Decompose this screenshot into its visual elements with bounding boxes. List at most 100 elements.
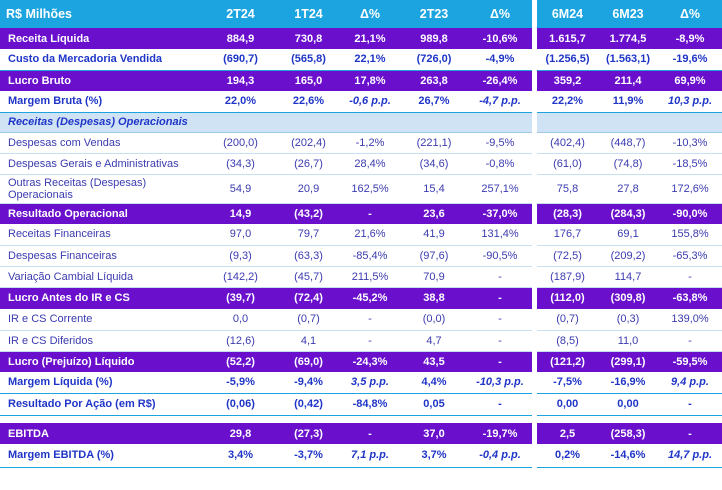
row-value-2: 162,5% bbox=[340, 174, 400, 204]
row-value-2: 28,4% bbox=[340, 153, 400, 175]
row-label: Despesas com Vendas bbox=[0, 132, 204, 154]
row-value-2: 3,5 p.p. bbox=[340, 372, 400, 394]
table-row: Outras Receitas (Despesas) Operacionais 5… bbox=[0, 174, 722, 204]
row-value-1: (202,4) bbox=[277, 132, 340, 154]
header-col-0: 2T24 bbox=[204, 0, 277, 28]
row-value-1: 4,1 bbox=[277, 330, 340, 352]
column-gap bbox=[532, 266, 537, 287]
row-label: Resultado Operacional bbox=[0, 203, 204, 224]
table-row: Margem EBITDA (%) 3,4% -3,7% 7,1 p.p. 3,7% -0… bbox=[0, 444, 722, 468]
table-separator-row bbox=[0, 415, 722, 423]
column-gap bbox=[532, 224, 537, 245]
column-gap bbox=[532, 174, 537, 203]
row-value-3: 26,7% bbox=[400, 91, 468, 113]
table-row: Resultado Operacional 14,9 (43,2) -23,6 -37,… bbox=[0, 203, 722, 224]
row-value-7: -90,0% bbox=[658, 203, 722, 224]
row-value-1: 20,9 bbox=[277, 174, 340, 204]
row-value-4: -37,0% bbox=[468, 203, 532, 224]
row-value-0: 54,9 bbox=[204, 174, 277, 204]
row-value-3: 23,6 bbox=[400, 203, 468, 224]
row-value-6: (1.563,1) bbox=[598, 49, 658, 71]
table-row: Lucro Antes do IR e CS (39,7) (72,4) -45,2%… bbox=[0, 287, 722, 309]
header-col-5: 6M24 bbox=[537, 0, 598, 28]
row-value-3: 4,4% bbox=[400, 372, 468, 394]
row-value-7: -65,3% bbox=[658, 245, 722, 267]
row-value-5: 359,2 bbox=[537, 70, 598, 91]
row-value-6: (0,3) bbox=[598, 309, 658, 331]
row-value-0: (52,2) bbox=[204, 351, 277, 372]
row-value-5: (402,4) bbox=[537, 132, 598, 154]
row-value-4: -19,7% bbox=[468, 423, 532, 444]
row-label: Variação Cambial Líquida bbox=[0, 266, 204, 288]
row-value-7: - bbox=[658, 266, 722, 288]
row-value-4: -4,9% bbox=[468, 49, 532, 71]
column-gap bbox=[532, 49, 537, 70]
row-label: Despesas Gerais e Administrativas bbox=[0, 153, 204, 175]
row-value-2: -1,2% bbox=[340, 132, 400, 154]
row-value-4: 257,1% bbox=[468, 174, 532, 204]
row-value-1: (26,7) bbox=[277, 153, 340, 175]
row-value-6: 11,9% bbox=[598, 91, 658, 113]
row-value-7: 14,7 p.p. bbox=[658, 444, 722, 468]
row-value-5: (1.256,5) bbox=[537, 49, 598, 71]
row-value-1: (72,4) bbox=[277, 287, 340, 309]
row-value-6: 211,4 bbox=[598, 70, 658, 91]
row-value-7: -63,8% bbox=[658, 287, 722, 309]
row-value-1: (43,2) bbox=[277, 203, 340, 224]
column-gap bbox=[532, 203, 537, 224]
row-value-7: - bbox=[658, 393, 722, 416]
row-value-2: -84,8% bbox=[340, 393, 400, 416]
row-value-2: -0,6 p.p. bbox=[340, 91, 400, 113]
table-row: Custo da Mercadoria Vendida (690,7) (565,8… bbox=[0, 49, 722, 71]
table-row: Margem Líquida (%) -5,9% -9,4% 3,5 p.p. 4,4%… bbox=[0, 372, 722, 394]
row-value-0: 3,4% bbox=[204, 444, 277, 468]
table-row: Margem Bruta (%) 22,0% 22,6% -0,6 p.p. 26,7%… bbox=[0, 91, 722, 113]
row-value-1: 22,6% bbox=[277, 91, 340, 113]
column-gap bbox=[532, 444, 537, 467]
row-label: Lucro (Prejuízo) Líquido bbox=[0, 351, 204, 372]
row-value-2: 17,8% bbox=[340, 70, 400, 91]
row-value-0: 194,3 bbox=[204, 70, 277, 91]
row-value-3: 4,7 bbox=[400, 330, 468, 352]
row-label: Margem EBITDA (%) bbox=[0, 444, 204, 468]
row-value-0: 14,9 bbox=[204, 203, 277, 224]
row-value-2: -45,2% bbox=[340, 287, 400, 309]
row-value-6: (309,8) bbox=[598, 287, 658, 309]
column-gap bbox=[532, 28, 537, 49]
row-value-5: 75,8 bbox=[537, 174, 598, 204]
row-value-5: 1.615,7 bbox=[537, 28, 598, 49]
header-col-4: Δ% bbox=[468, 0, 532, 28]
row-value-6: (74,8) bbox=[598, 153, 658, 175]
table-row: IR e CS Corrente 0,0 (0,7) - (0,0) - (0,7) (0,3… bbox=[0, 309, 722, 331]
table-section-row: Receitas (Despesas) Operacionais bbox=[0, 112, 722, 133]
table-row: EBITDA 29,8 (27,3) -37,0 -19,7% 2,5 (258,3) - bbox=[0, 423, 722, 444]
row-value-4: - bbox=[468, 351, 532, 372]
table-row: Despesas com Vendas (200,0) (202,4) -1,2% (2… bbox=[0, 132, 722, 154]
table-row: Receita Líquida 884,9 730,8 21,1% 989,8 -10,6… bbox=[0, 28, 722, 49]
column-gap bbox=[532, 287, 537, 309]
row-value-5: (72,5) bbox=[537, 245, 598, 267]
row-value-2: - bbox=[340, 330, 400, 352]
row-value-2: 22,1% bbox=[340, 49, 400, 71]
row-value-3: (0,0) bbox=[400, 309, 468, 331]
row-value-3: 70,9 bbox=[400, 266, 468, 288]
column-gap bbox=[532, 132, 537, 153]
row-value-6: 69,1 bbox=[598, 224, 658, 246]
row-value-2: - bbox=[340, 309, 400, 331]
row-label: Custo da Mercadoria Vendida bbox=[0, 49, 204, 71]
row-value-3: 0,05 bbox=[400, 393, 468, 416]
row-value-0: (200,0) bbox=[204, 132, 277, 154]
row-value-6: 11,0 bbox=[598, 330, 658, 352]
row-label: Receitas Financeiras bbox=[0, 224, 204, 246]
row-value-3: 3,7% bbox=[400, 444, 468, 468]
row-value-7: -10,3% bbox=[658, 132, 722, 154]
column-gap bbox=[532, 393, 537, 415]
row-value-4: - bbox=[468, 330, 532, 352]
row-value-4: -10,3 p.p. bbox=[468, 372, 532, 394]
row-value-3: 263,8 bbox=[400, 70, 468, 91]
row-value-4: -26,4% bbox=[468, 70, 532, 91]
row-value-7: -59,5% bbox=[658, 351, 722, 372]
row-value-2: 211,5% bbox=[340, 266, 400, 288]
row-label: Despesas Financeiras bbox=[0, 245, 204, 267]
row-value-5: (121,2) bbox=[537, 351, 598, 372]
